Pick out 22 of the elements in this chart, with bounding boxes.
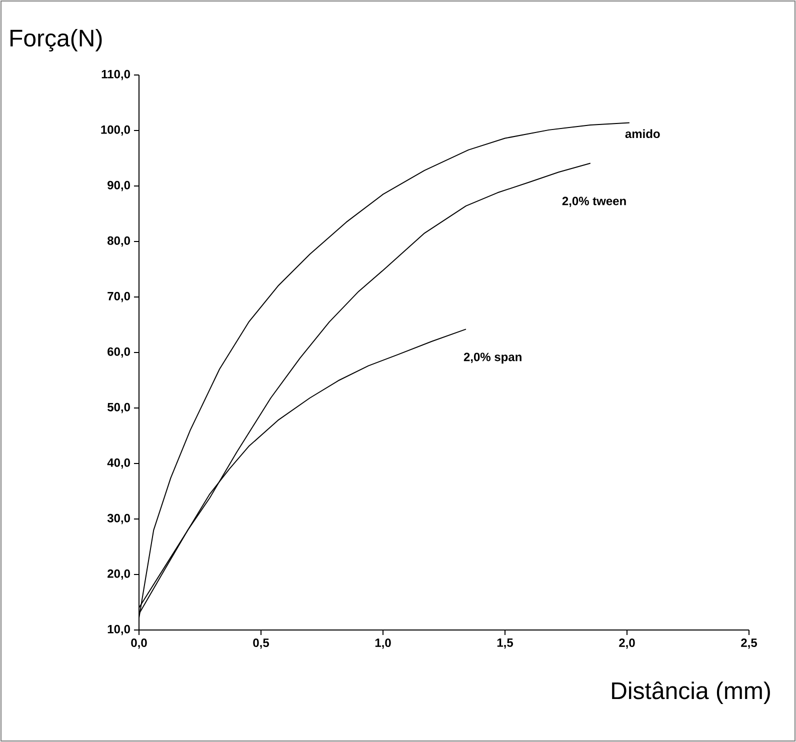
x-tick-label: 1,5: [497, 638, 513, 649]
y-tick-label: 40,0: [107, 458, 130, 469]
y-tick-label: 90,0: [108, 180, 130, 192]
y-tick-label: 80,0: [107, 236, 130, 247]
x-tick-label: 2,0: [619, 638, 635, 649]
x-axis-title: Distância (mm): [612, 682, 770, 704]
x-tick-label: 1,0: [375, 638, 391, 649]
text: 2,0% tween: [562, 196, 626, 207]
x-tick-label: 2,5: [741, 638, 757, 649]
y-tick-label: 70,0: [108, 292, 130, 302]
series-label: 2,0% span: [464, 352, 522, 364]
y-tick-label: 10,0: [108, 624, 130, 636]
x-tick-label: 0,0: [131, 638, 147, 649]
y-axis-title: Força(N): [10, 28, 102, 52]
y-tick-label: 20,0: [108, 569, 130, 580]
y-tick-label: 100,0: [101, 125, 130, 136]
series-label: amido: [625, 129, 660, 138]
y-tick-label: 60,0: [108, 347, 130, 358]
x-tick-label: 0,5: [253, 638, 270, 649]
y-tick-label: 50,0: [107, 402, 130, 414]
y-tick-label: 110,0: [102, 70, 130, 80]
y-tick-label: 30,0: [107, 514, 130, 524]
